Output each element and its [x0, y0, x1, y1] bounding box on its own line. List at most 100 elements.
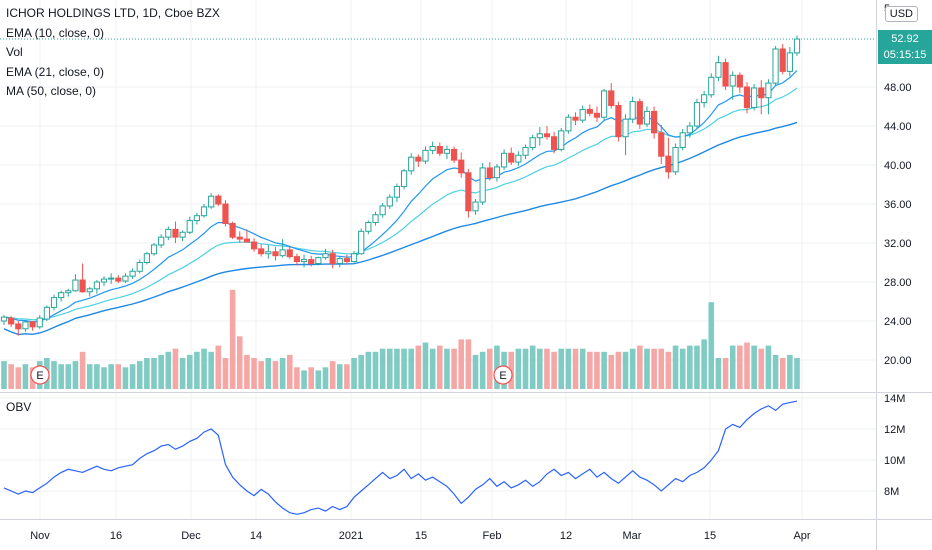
candle-body	[722, 62, 729, 87]
candle-body	[593, 112, 601, 118]
volume-bar	[272, 361, 279, 389]
earnings-marker	[493, 365, 513, 385]
volume-bar	[765, 345, 772, 389]
volume-bar	[394, 348, 400, 389]
volume-bar	[336, 364, 343, 389]
ema21-line	[3, 87, 798, 321]
volume-bar	[651, 348, 657, 389]
volume-bar	[615, 351, 622, 389]
volume-bar	[722, 358, 729, 389]
candle-body	[250, 241, 258, 250]
volume-bar	[186, 354, 193, 389]
candle-body	[493, 166, 501, 179]
volume-bar	[479, 351, 486, 389]
volume-bar	[694, 345, 700, 389]
candle-body	[350, 253, 358, 263]
candle-body	[408, 156, 415, 172]
volume-bar	[758, 348, 765, 389]
candle-body	[329, 253, 336, 264]
time-tick-label: Dec	[181, 530, 201, 542]
price-tick-label: 28.00	[884, 277, 912, 289]
volume-bar	[451, 348, 457, 389]
candle-body	[436, 145, 443, 154]
ma50-line	[3, 121, 798, 336]
volume-bar	[301, 370, 307, 389]
currency-badge[interactable]: USD	[884, 6, 918, 22]
price-tick-label: 32.00	[884, 238, 912, 250]
countdown-timer: 05:15:15	[883, 49, 927, 61]
legend-ma50: MA (50, close, 0)	[6, 84, 97, 98]
obv-tick-label: 14M	[884, 393, 905, 405]
price-tick-label: 20.00	[884, 355, 912, 367]
volume-bar	[551, 351, 557, 389]
candle-body	[300, 259, 308, 263]
candle-body	[679, 132, 686, 148]
volume-bar	[286, 354, 293, 389]
candle-body	[779, 48, 786, 72]
price-tick-label: 40.00	[884, 160, 912, 172]
volume-bar	[779, 358, 786, 389]
candle-body	[651, 110, 658, 134]
volume-bar	[315, 370, 322, 389]
candle-body	[315, 257, 322, 264]
candle-body	[686, 125, 693, 134]
time-tick-label: 15	[704, 530, 716, 542]
volume-bar	[265, 358, 272, 389]
candle-body	[393, 185, 401, 198]
candle-body	[765, 82, 772, 99]
volume-bar	[644, 348, 650, 389]
candle-body	[693, 102, 701, 127]
volume-bar	[472, 354, 479, 389]
volume-bar	[608, 354, 615, 389]
volume-bar	[115, 364, 122, 389]
obv-tick-label: 12M	[884, 424, 905, 436]
last-price-value: 52.92	[891, 33, 919, 45]
legend-ema10: EMA (10, close, 0)	[6, 25, 105, 40]
volume-bar	[565, 348, 572, 389]
volume-bar	[444, 348, 450, 389]
candle-body	[193, 215, 200, 222]
candle-body	[579, 108, 586, 121]
candle-body	[215, 195, 222, 205]
volume-bar	[787, 354, 793, 389]
volume-bar	[151, 358, 157, 389]
volume-bar	[522, 348, 529, 389]
candle-body	[186, 220, 193, 233]
volume-bar	[458, 339, 465, 389]
volume-bar	[8, 364, 14, 389]
candle-body	[772, 48, 779, 84]
volume-bar	[629, 348, 636, 389]
candle-body	[143, 253, 150, 264]
volume-bar	[344, 364, 350, 389]
volume-bar	[222, 358, 229, 389]
candle-body	[336, 258, 343, 264]
volume-bar	[15, 367, 22, 389]
candle-body	[379, 205, 386, 216]
candle-body	[415, 156, 422, 162]
candle-body	[715, 62, 722, 78]
candle-body	[36, 317, 43, 328]
candle-body	[793, 38, 801, 54]
time-tick-label: 14	[250, 530, 262, 542]
volume-bar	[744, 342, 750, 389]
volume-bar	[637, 345, 643, 389]
volume-bar	[129, 364, 136, 389]
volume-bar	[22, 364, 29, 389]
time-tick-label: Feb	[483, 530, 502, 542]
candle-body	[58, 292, 65, 299]
candle-body	[550, 136, 558, 150]
volume-bar	[429, 348, 436, 389]
volume-bar	[729, 345, 736, 389]
candle-body	[86, 288, 93, 293]
volume-bar	[601, 351, 607, 389]
candle-body	[786, 52, 793, 72]
volume-bar	[158, 354, 164, 389]
candle-body	[558, 130, 565, 150]
volume-bar	[144, 358, 150, 389]
volume-bar	[172, 348, 179, 389]
volume-bar	[579, 348, 586, 389]
volume-bar	[708, 302, 715, 389]
candle-body	[458, 159, 465, 174]
candle-body	[158, 236, 165, 246]
